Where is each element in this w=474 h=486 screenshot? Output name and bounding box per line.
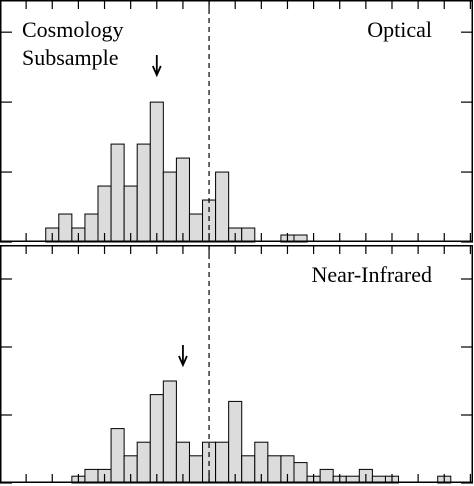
annotation: Cosmology (22, 17, 123, 42)
bar (241, 227, 256, 243)
panel-frame (0, 245, 473, 483)
bar (215, 441, 230, 484)
bar (58, 213, 73, 243)
bar (188, 455, 204, 484)
bar (267, 455, 282, 484)
bar (110, 143, 125, 243)
bar (162, 380, 177, 484)
bar (175, 157, 190, 243)
bar (110, 428, 125, 484)
panel-label: Near-Infrared (312, 262, 432, 287)
bar (84, 213, 99, 243)
bar (162, 171, 177, 243)
bar (293, 462, 308, 484)
panel-frame (0, 0, 473, 242)
bar (319, 468, 334, 484)
bar (149, 394, 164, 484)
bar (84, 468, 99, 484)
bar (188, 213, 204, 243)
bar (149, 101, 164, 243)
bar (136, 441, 151, 484)
bar (136, 143, 151, 243)
panel-label: Optical (367, 17, 432, 42)
arrow-head (151, 65, 162, 78)
arrow-head (178, 355, 188, 368)
annotation: Subsample (22, 45, 119, 70)
bar (228, 400, 243, 484)
bar (241, 455, 256, 484)
bar (215, 171, 230, 243)
